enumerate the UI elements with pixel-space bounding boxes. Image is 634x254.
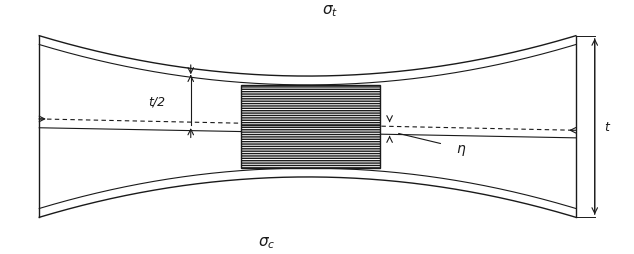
Text: $\eta$: $\eta$ xyxy=(456,142,466,157)
Text: $\sigma_c$: $\sigma_c$ xyxy=(258,235,275,250)
Text: t: t xyxy=(604,121,609,133)
Text: t/2: t/2 xyxy=(148,95,165,108)
Bar xyxy=(242,126,380,168)
Bar xyxy=(242,86,380,126)
Text: $\sigma_t$: $\sigma_t$ xyxy=(321,4,338,19)
